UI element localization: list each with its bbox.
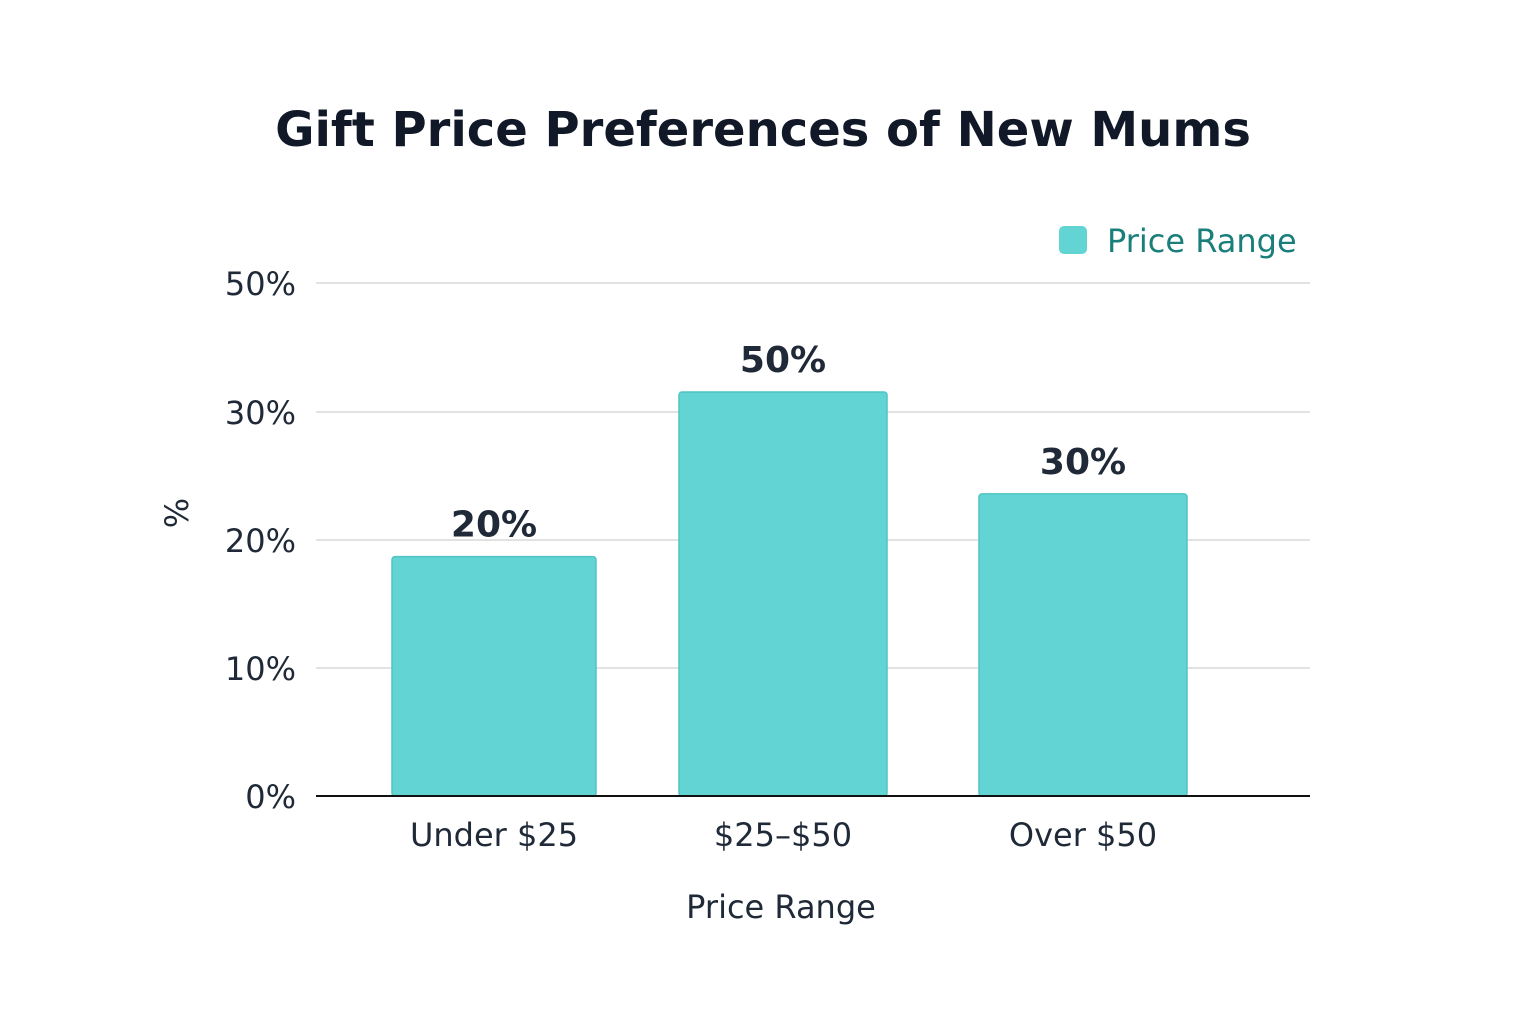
legend-label: Price Range (1107, 222, 1297, 260)
y-tick-label: 10% (225, 650, 296, 688)
bar (391, 555, 597, 797)
chart-title: Gift Price Preferences of New Mums (275, 102, 1251, 158)
x-axis-label: Price Range (686, 888, 876, 926)
y-tick-label: 0% (245, 778, 296, 816)
legend: Price Range (1059, 222, 1297, 260)
y-tick-label: 50% (225, 265, 296, 303)
bar (678, 391, 888, 797)
bar-value-label: 20% (451, 505, 537, 546)
data-labels: 20% 50% 30% (451, 340, 1126, 546)
x-axis-categories: Under $25 $25–$50 Over $50 (410, 816, 1157, 854)
x-category-label: Under $25 (410, 816, 578, 854)
legend-swatch (1059, 226, 1087, 254)
x-category-label: Over $50 (1009, 816, 1157, 854)
bar-value-label: 30% (1040, 442, 1126, 483)
bar (978, 493, 1188, 797)
bars (391, 391, 1188, 797)
y-tick-label: 30% (225, 394, 296, 432)
y-tick-label: 20% (225, 522, 296, 560)
y-axis-ticks: 0% 10% 20% 30% 50% (225, 265, 296, 816)
x-category-label: $25–$50 (714, 816, 852, 854)
bar-value-label: 50% (740, 340, 826, 381)
y-axis-label: % (158, 498, 196, 528)
